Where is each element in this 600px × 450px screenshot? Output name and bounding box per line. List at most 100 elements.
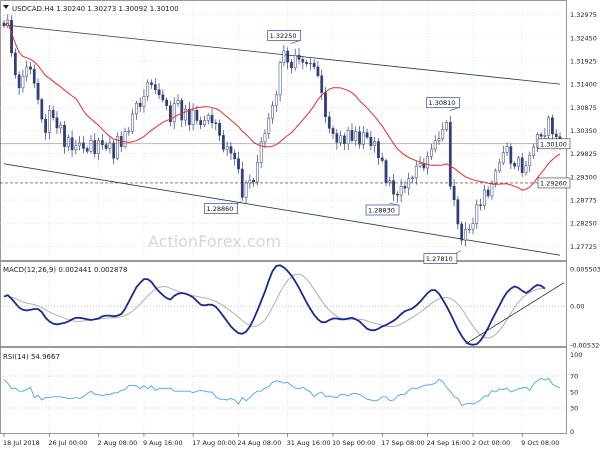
candle-body (25, 66, 29, 77)
annotation-box (426, 97, 460, 109)
candle-body (365, 132, 369, 138)
candle-body (520, 157, 524, 173)
candle-body (55, 117, 59, 129)
x-tick-label: 9 Aug 16:00 (143, 439, 183, 447)
candle-body (517, 157, 520, 167)
candle-body (51, 109, 55, 118)
candle-body (135, 102, 138, 115)
candle-body (13, 52, 17, 76)
price-tick-label: 1.31925 (570, 57, 597, 65)
price-tick-label: 1.32975 (570, 11, 597, 19)
candle-body (89, 140, 93, 152)
rsi-line (3, 377, 561, 407)
candle-body (297, 54, 301, 60)
macd-tick-label: 0.00 (570, 303, 584, 311)
rsi-panel (0, 347, 567, 434)
x-tick-label: 17 Aug 00:00 (192, 439, 236, 447)
candle-body (274, 94, 278, 106)
candle-body (308, 62, 312, 65)
moving-average-line (3, 22, 561, 191)
support-level-box (537, 177, 571, 189)
macd-line (3, 264, 546, 346)
candle-body (445, 122, 448, 130)
candle-body (218, 123, 221, 136)
candle-body (471, 223, 475, 230)
candle-body (210, 115, 214, 124)
symbol-header: USDCAD.H4 1.30240 1.30273 1.30092 1.3010… (3, 5, 179, 13)
candle-body (100, 140, 104, 145)
candle-body (40, 99, 44, 120)
macd-signal-line (11, 273, 545, 339)
candle-body (165, 99, 169, 106)
current-price-box: 1.30100 (0, 138, 571, 150)
candle-body (377, 141, 380, 159)
annotation-box (365, 204, 400, 216)
candle-body (509, 146, 513, 164)
candle-body (543, 135, 547, 137)
candle-body (467, 228, 471, 231)
macd-lines (3, 264, 565, 346)
candle-body (63, 124, 66, 147)
candle-body (312, 62, 316, 68)
macd-tick-label: 0.005503 (570, 266, 600, 274)
candle-body (237, 158, 240, 170)
candle-body (399, 185, 403, 196)
candle-body (286, 50, 290, 63)
candle-body (293, 54, 297, 69)
candle-body (441, 129, 445, 139)
candle-body (327, 116, 331, 129)
candle-body (172, 103, 176, 123)
candle-body (252, 179, 256, 183)
candle-body (395, 193, 399, 196)
dropdown-triangle-icon (3, 5, 9, 9)
price-tick-label: 1.30350 (570, 127, 597, 135)
candle-body (195, 109, 199, 121)
price-tick-label: 1.30875 (570, 104, 597, 112)
candle-body (169, 105, 172, 123)
candle-body (373, 141, 377, 146)
candle-body (346, 130, 350, 145)
annotation-label: 1.28860 (207, 205, 234, 213)
candle-body (532, 146, 535, 156)
candle-body (456, 199, 460, 225)
candle-body (411, 177, 414, 179)
candle-body (97, 140, 100, 154)
x-tick-label: 24 Sep 16:00 (427, 439, 470, 447)
candle-body (271, 105, 274, 119)
candle-body (464, 229, 467, 241)
watermark: ActionForex.com (148, 232, 281, 251)
candle-body (225, 146, 229, 150)
candle-body (36, 82, 40, 100)
annotation-box (423, 253, 458, 264)
candle-body (176, 100, 180, 104)
candle-body (305, 61, 308, 64)
candle-body (380, 157, 384, 161)
x-tick-label: 2 Aug 08:00 (98, 439, 138, 447)
annotation-leader (290, 40, 300, 44)
candle-body (494, 170, 498, 184)
rsi-tick-label: 100 (570, 351, 582, 359)
candle-body (161, 94, 165, 101)
price-tick-label: 1.28775 (570, 197, 597, 205)
candle-body (123, 131, 127, 147)
annotation-label: 1.27810 (426, 255, 453, 263)
macd-panel (0, 261, 567, 347)
candle-body (482, 189, 486, 206)
candle-body (479, 204, 482, 206)
candle-body (369, 137, 373, 146)
candle-body (78, 142, 82, 146)
price-tick-label: 1.29300 (570, 173, 597, 181)
annotation-box (267, 30, 302, 41)
candle-body (414, 165, 418, 179)
candle-body (343, 135, 346, 145)
candle-body (528, 155, 532, 166)
x-tick-label: 18 Jul 2018 (3, 439, 40, 447)
macd-label: MACD(12,26,9) 0.002441 0.002878 (3, 266, 127, 274)
candle-body (229, 146, 233, 154)
candle-body (187, 109, 191, 125)
candle-body (131, 113, 134, 132)
x-axis-labels: 18 Jul 2018 26 Jul 00:00 2 Aug 08:00 9 Aug … (3, 433, 559, 447)
price-tick-label: 1.31400 (570, 81, 597, 89)
candle-body (153, 84, 157, 90)
